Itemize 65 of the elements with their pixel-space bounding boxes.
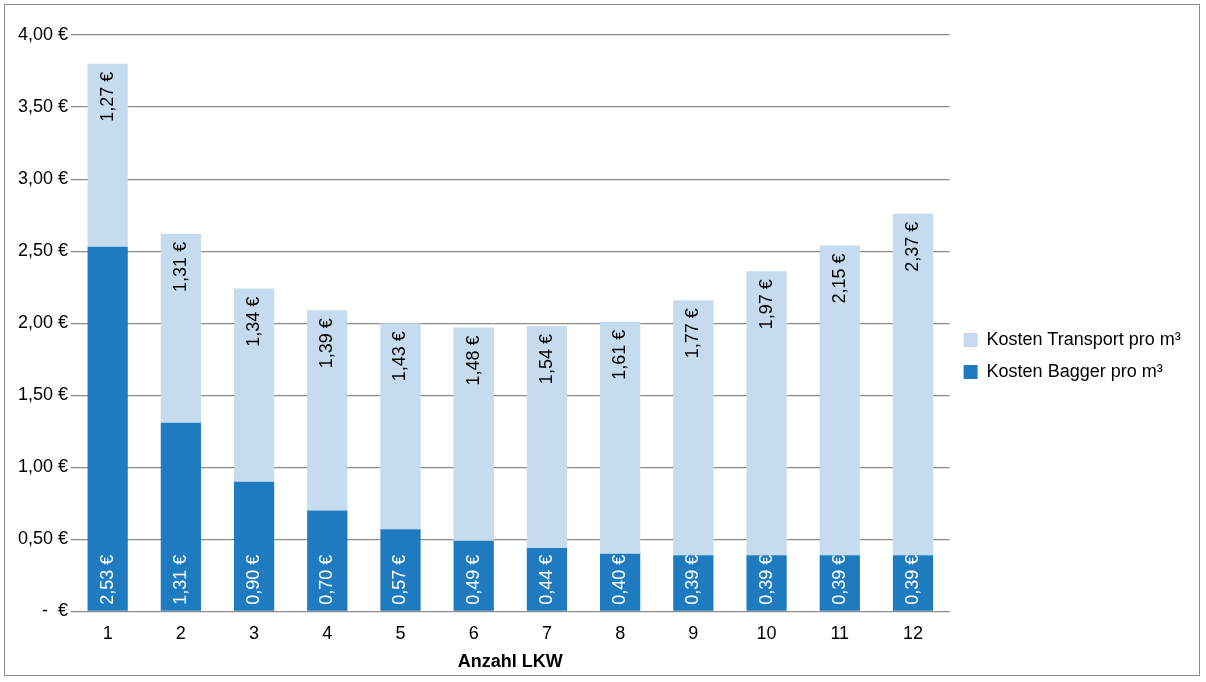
bar <box>160 233 201 423</box>
data-label: 1,97 € <box>755 279 776 330</box>
data-label: 2,53 € <box>96 554 117 605</box>
x-tick-label: 3 <box>249 623 260 644</box>
y-tick-label: 1,00 € <box>18 456 69 477</box>
bar <box>746 271 787 556</box>
legend-label: Kosten Bagger pro m³ <box>986 360 1163 381</box>
y-tick-label: 2,50 € <box>18 240 69 261</box>
y-tick-label: - € <box>42 600 69 621</box>
bar <box>233 481 275 611</box>
data-label: 1,48 € <box>462 335 483 386</box>
data-label: 0,44 € <box>535 554 556 605</box>
x-tick-label: 12 <box>902 623 923 644</box>
bar <box>892 213 934 556</box>
data-label: 1,34 € <box>243 296 264 347</box>
bar <box>160 422 201 611</box>
data-label: 0,39 € <box>901 554 922 605</box>
legend-label: Kosten Transport pro m³ <box>986 328 1181 349</box>
bar <box>233 288 275 482</box>
y-tick-label: 1,50 € <box>18 384 69 405</box>
data-label: 0,39 € <box>755 554 776 605</box>
bar <box>526 326 568 548</box>
x-tick-label: 2 <box>175 623 186 644</box>
data-label: 1,54 € <box>535 334 556 385</box>
x-tick-label: 6 <box>468 623 479 644</box>
y-tick-label: 3,50 € <box>18 96 69 117</box>
data-label: 0,90 € <box>243 554 264 605</box>
x-tick-label: 4 <box>322 623 333 644</box>
bar <box>453 327 494 541</box>
data-label: 1,61 € <box>609 329 630 380</box>
bar <box>87 63 128 247</box>
bar <box>380 529 421 611</box>
data-label: 1,77 € <box>682 308 703 359</box>
y-tick-label: 0,50 € <box>18 528 69 549</box>
data-label: 1,31 € <box>169 554 190 605</box>
data-label: 0,70 € <box>316 554 337 605</box>
data-label: 0,39 € <box>682 554 703 605</box>
y-tick-label: 2,00 € <box>18 312 69 333</box>
x-tick-label: 10 <box>756 623 777 644</box>
data-label: 0,40 € <box>609 554 630 605</box>
data-label: 1,43 € <box>389 331 410 382</box>
x-tick-label: 8 <box>615 623 626 644</box>
data-label: 0,39 € <box>828 554 849 605</box>
bar <box>87 246 128 611</box>
x-tick-label: 5 <box>395 623 406 644</box>
x-tick-label: 7 <box>541 623 552 644</box>
x-tick-label: 11 <box>830 623 850 644</box>
bar <box>380 323 421 530</box>
data-label: 1,31 € <box>169 241 190 292</box>
bar <box>307 310 348 511</box>
y-tick-label: 3,00 € <box>18 168 69 189</box>
data-label: 1,27 € <box>96 71 117 122</box>
x-tick-label: 1 <box>102 623 113 644</box>
data-label: 2,15 € <box>828 253 849 304</box>
data-label: 2,37 € <box>901 221 922 272</box>
data-label: 0,57 € <box>389 554 410 605</box>
x-tick-label: 9 <box>688 623 699 644</box>
bar <box>673 300 714 556</box>
bar <box>600 321 641 554</box>
data-label: 1,39 € <box>316 318 337 369</box>
y-tick-label: 4,00 € <box>18 23 69 44</box>
data-label: 0,49 € <box>462 554 483 605</box>
x-axis-title: Anzahl LKW <box>457 651 563 672</box>
bar <box>307 510 348 611</box>
bar <box>819 245 860 556</box>
